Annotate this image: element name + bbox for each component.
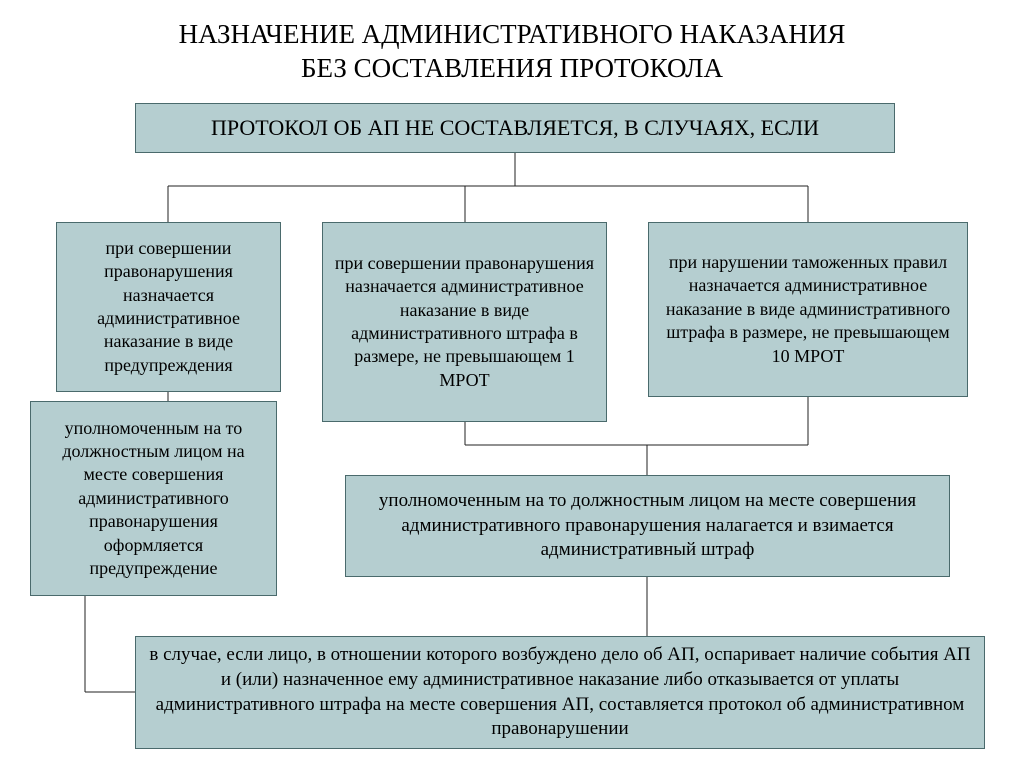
node-case1: при совершении правонарушения назначаетс… bbox=[56, 222, 281, 392]
node-case3: при нарушении таможенных правил назначае… bbox=[648, 222, 968, 397]
title-line1: НАЗНАЧЕНИЕ АДМИНИСТРАТИВНОГО НАКАЗАНИЯ bbox=[179, 19, 846, 49]
node-outcome1: уполномоченным на то должностным лицом н… bbox=[30, 401, 277, 596]
node-outcome2: уполномоченным на то должностным лицом н… bbox=[345, 475, 950, 577]
title-line2: БЕЗ СОСТАВЛЕНИЯ ПРОТОКОЛА bbox=[301, 53, 723, 83]
diagram-title: НАЗНАЧЕНИЕ АДМИНИСТРАТИВНОГО НАКАЗАНИЯ Б… bbox=[0, 18, 1024, 86]
node-root: ПРОТОКОЛ ОБ АП НЕ СОСТАВЛЯЕТСЯ, В СЛУЧАЯ… bbox=[135, 103, 895, 153]
node-final: в случае, если лицо, в отношении которог… bbox=[135, 636, 985, 749]
node-case2: при совершении правонарушения назначаетс… bbox=[322, 222, 607, 422]
